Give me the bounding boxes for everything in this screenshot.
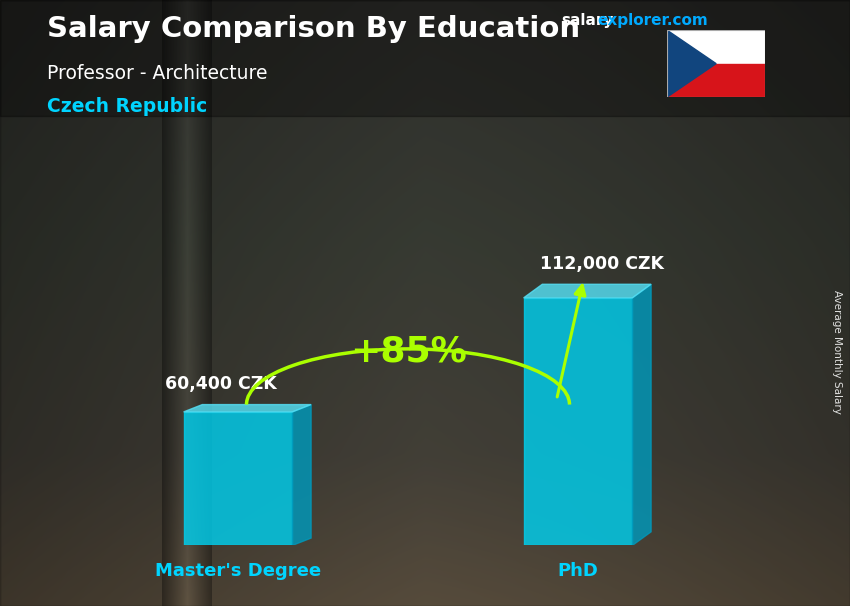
Polygon shape: [667, 30, 716, 97]
Polygon shape: [524, 284, 651, 298]
Text: Czech Republic: Czech Republic: [47, 97, 207, 116]
Polygon shape: [184, 405, 311, 412]
Bar: [0, 0, 850, 116]
Polygon shape: [524, 298, 632, 545]
Text: Average Monthly Salary: Average Monthly Salary: [832, 290, 842, 413]
Bar: [667, 30, 765, 64]
Text: 60,400 CZK: 60,400 CZK: [165, 376, 277, 393]
Polygon shape: [632, 284, 651, 545]
Text: Salary Comparison By Education: Salary Comparison By Education: [47, 15, 580, 43]
Text: 112,000 CZK: 112,000 CZK: [540, 255, 664, 273]
Text: salary: salary: [561, 13, 614, 28]
Polygon shape: [292, 405, 311, 545]
Text: explorer.com: explorer.com: [598, 13, 708, 28]
Polygon shape: [184, 412, 292, 545]
Bar: [667, 64, 765, 97]
Text: Professor - Architecture: Professor - Architecture: [47, 64, 267, 82]
Text: +85%: +85%: [349, 334, 467, 368]
